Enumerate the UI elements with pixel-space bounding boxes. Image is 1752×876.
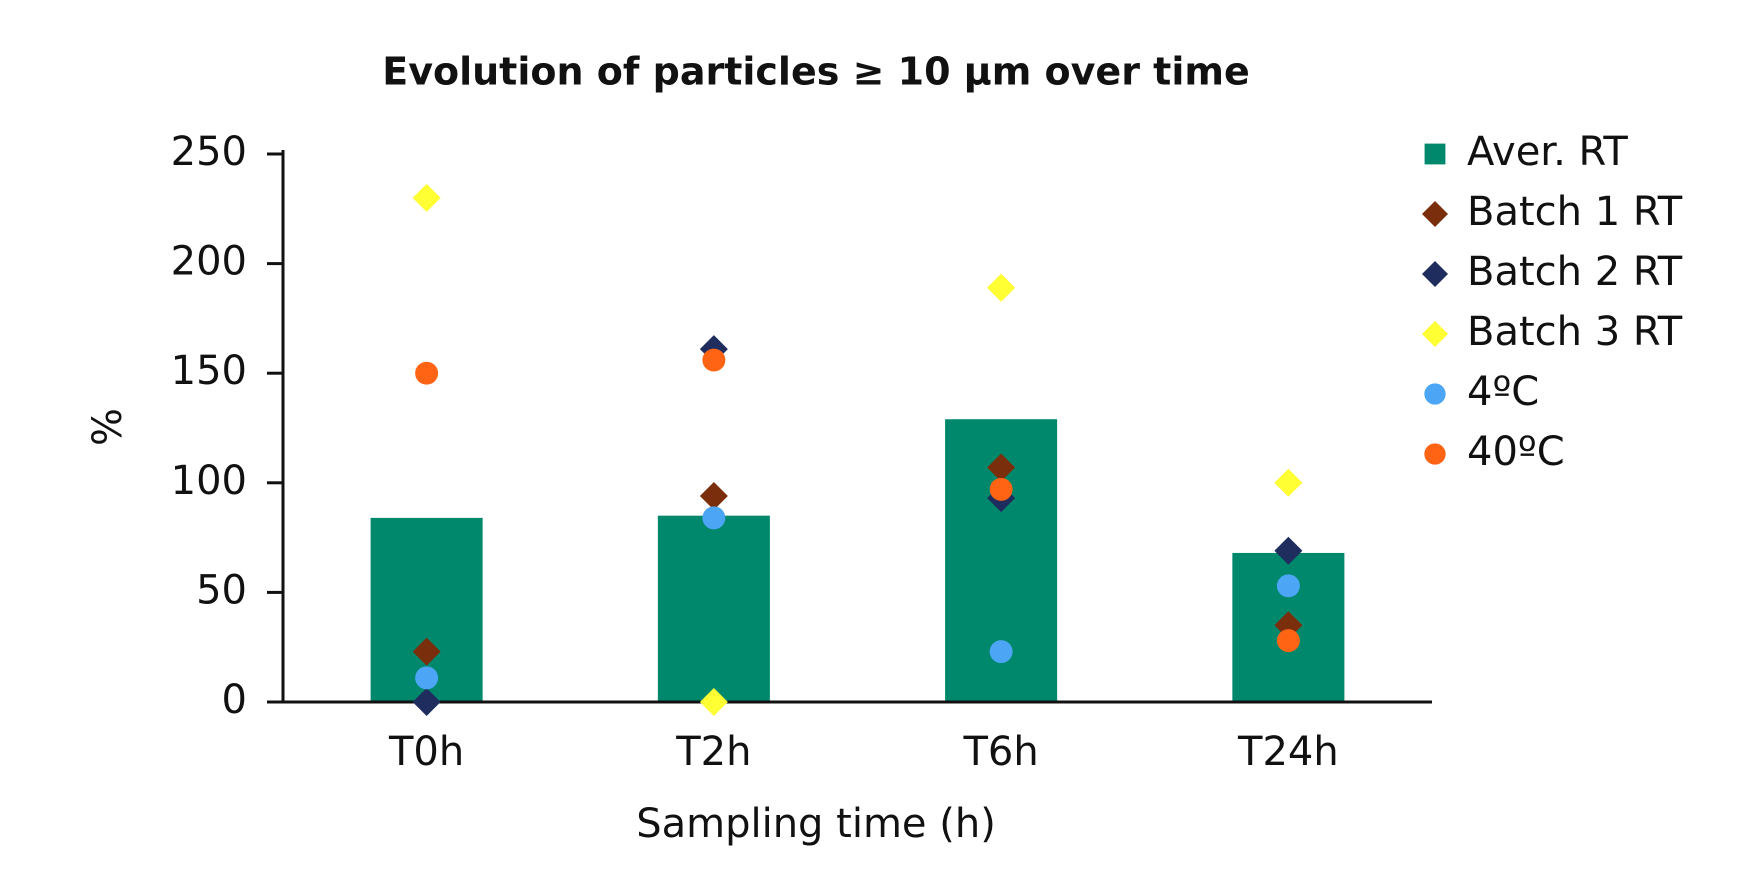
point <box>699 481 728 510</box>
point <box>412 183 441 212</box>
point <box>987 273 1016 302</box>
x-tick-label: T2h <box>675 729 751 775</box>
bar <box>657 515 770 702</box>
y-tick-label: 250 <box>171 129 247 175</box>
y-tick-label: 50 <box>196 567 247 613</box>
y-tick-label: 200 <box>171 239 247 285</box>
legend-label: Aver. RT <box>1467 129 1628 175</box>
point <box>1276 629 1300 653</box>
point <box>699 688 728 716</box>
x-tick-label: T0h <box>388 729 464 775</box>
point <box>702 506 726 530</box>
legend-marker <box>1424 383 1446 405</box>
x-axis-title: Sampling time (h) <box>636 801 996 847</box>
legend-marker <box>1422 321 1448 347</box>
y-tick-label: 0 <box>222 677 247 723</box>
x-tick-label: T6h <box>963 729 1039 775</box>
legend-label: 4ºC <box>1467 369 1539 415</box>
point <box>989 640 1013 664</box>
point <box>412 637 441 666</box>
legend-marker <box>1422 261 1448 287</box>
point <box>1276 574 1300 598</box>
point <box>702 348 726 372</box>
point <box>1274 536 1303 565</box>
chart-title: Evolution of particles ≥ 10 µm over time <box>382 50 1249 94</box>
legend-label: 40ºC <box>1467 429 1565 475</box>
y-tick-label: 100 <box>171 458 247 504</box>
point <box>987 453 1016 482</box>
legend-marker <box>1424 443 1446 465</box>
legend-marker <box>1424 143 1446 165</box>
point <box>415 666 439 690</box>
y-tick-label: 150 <box>171 348 247 394</box>
legend-label: Batch 2 RT <box>1467 249 1683 295</box>
legend-label: Batch 1 RT <box>1467 189 1683 235</box>
point <box>412 688 441 716</box>
x-tick-label: T24h <box>1237 729 1339 775</box>
point <box>415 361 439 385</box>
point <box>1274 468 1303 497</box>
legend-label: Batch 3 RT <box>1467 309 1683 355</box>
point <box>989 477 1013 501</box>
y-axis-title: % <box>85 408 131 446</box>
legend-marker <box>1422 201 1448 227</box>
